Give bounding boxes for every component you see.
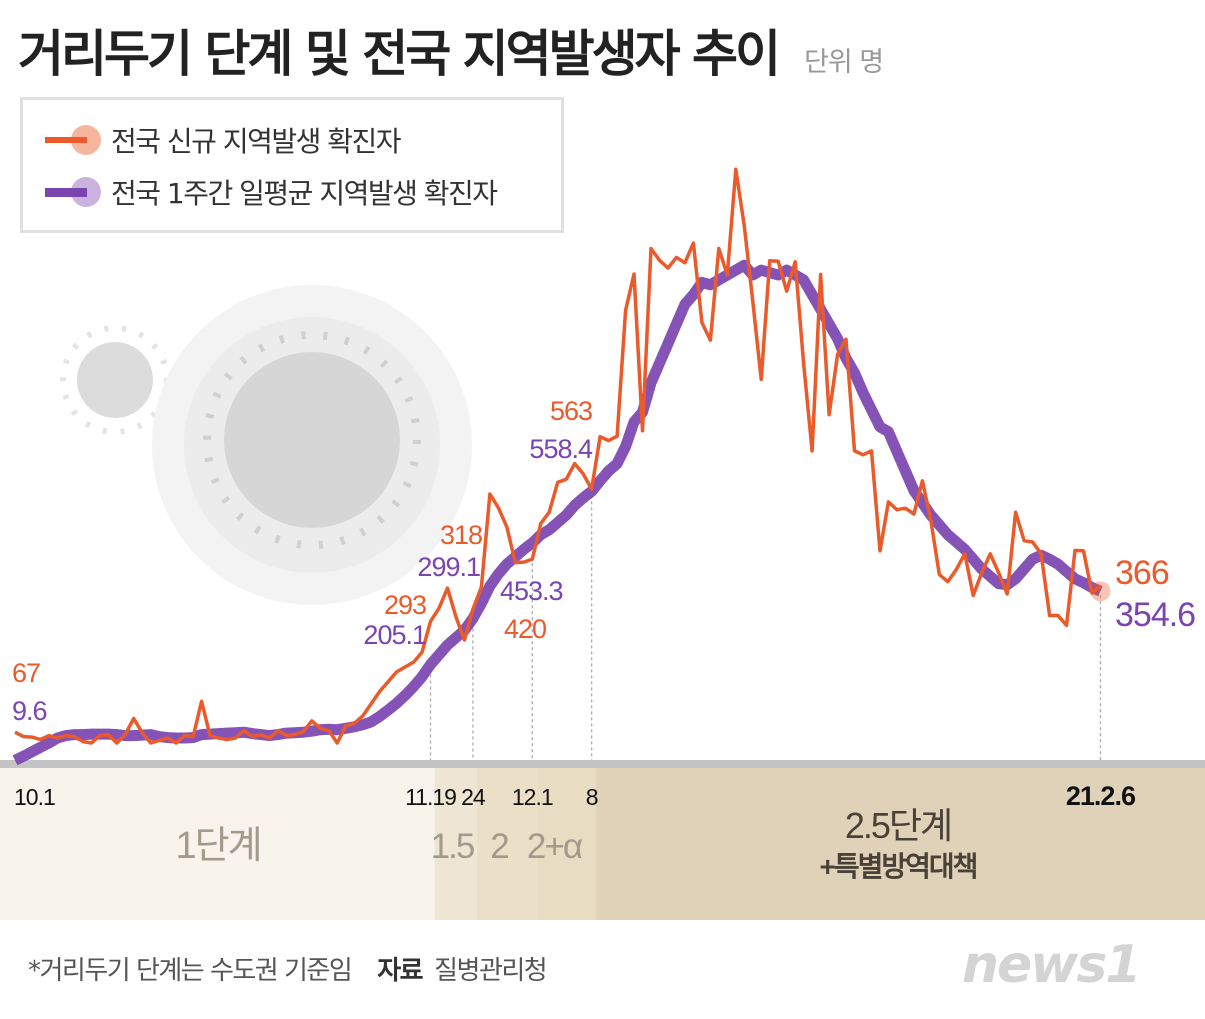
title-bar: 거리두기 단계 및 전국 지역발생자 추이 단위 명: [18, 14, 884, 86]
legend-item-daily: 전국 신규 지역발생 확진자: [45, 114, 541, 166]
stage-label: 2.5단계: [845, 805, 951, 846]
news1-logo: news1: [962, 935, 1141, 995]
stage-sublabel: +특별방역대책: [820, 851, 977, 882]
daily-cases-line: [14, 167, 1102, 745]
stage-band: [0, 768, 435, 920]
legend-label-avg: 전국 1주간 일평균 지역발생 확진자: [111, 177, 498, 210]
source-label: 자료: [377, 956, 423, 986]
virus-illustration: [60, 285, 472, 605]
footer-note: *거리두기 단계는 수도권 기준임: [28, 956, 353, 986]
footer: *거리두기 단계는 수도권 기준임 자료 질병관리청: [28, 950, 548, 987]
average-value-label: 205.1: [363, 620, 426, 650]
legend-swatch-avg: [45, 177, 101, 207]
x-tick-label: 10.1: [14, 784, 55, 810]
x-tick-label: 12.1: [512, 784, 553, 810]
stage-label: 2: [490, 827, 508, 866]
end-point-marker: [1090, 581, 1111, 602]
stage-band: [595, 768, 1205, 920]
chart-title: 거리두기 단계 및 전국 지역발생자 추이: [18, 25, 781, 83]
x-tick-label: 11.19: [405, 784, 456, 810]
average-value-label: 558.4: [529, 434, 593, 464]
legend-swatch-daily: [45, 125, 101, 155]
stage-label: 1.5: [431, 827, 474, 866]
average-value-label: 299.1: [417, 552, 480, 582]
daily-value-label: 420: [504, 614, 546, 644]
daily-value-label: 67: [12, 658, 40, 688]
daily-value-label: 563: [550, 396, 592, 426]
stage-label: 2+α: [527, 827, 583, 866]
unit-label: 단위 명: [804, 47, 884, 78]
source: 질병관리청: [434, 956, 548, 986]
x-tick-label: 24: [461, 784, 486, 810]
daily-value-label: 318: [440, 520, 482, 550]
legend-item-avg: 전국 1주간 일평균 지역발생 확진자: [45, 166, 541, 218]
x-tick-label: 8: [586, 784, 598, 810]
daily-value-label: 366: [1115, 554, 1169, 592]
legend: 전국 신규 지역발생 확진자 전국 1주간 일평균 지역발생 확진자: [20, 97, 564, 233]
stage-band: [536, 768, 596, 920]
average-value-label: 354.6: [1115, 596, 1195, 634]
average-value-label: 9.6: [12, 696, 47, 726]
x-axis-bar: [0, 760, 1205, 768]
stage-label: 1단계: [175, 825, 260, 867]
legend-label-daily: 전국 신규 지역발생 확진자: [111, 125, 402, 158]
stage-band: [476, 768, 537, 920]
x-tick-label: 21.2.6: [1066, 781, 1136, 811]
stage-band: [434, 768, 477, 920]
average-value-label: 453.3: [500, 576, 563, 606]
daily-value-label: 293: [384, 590, 426, 620]
